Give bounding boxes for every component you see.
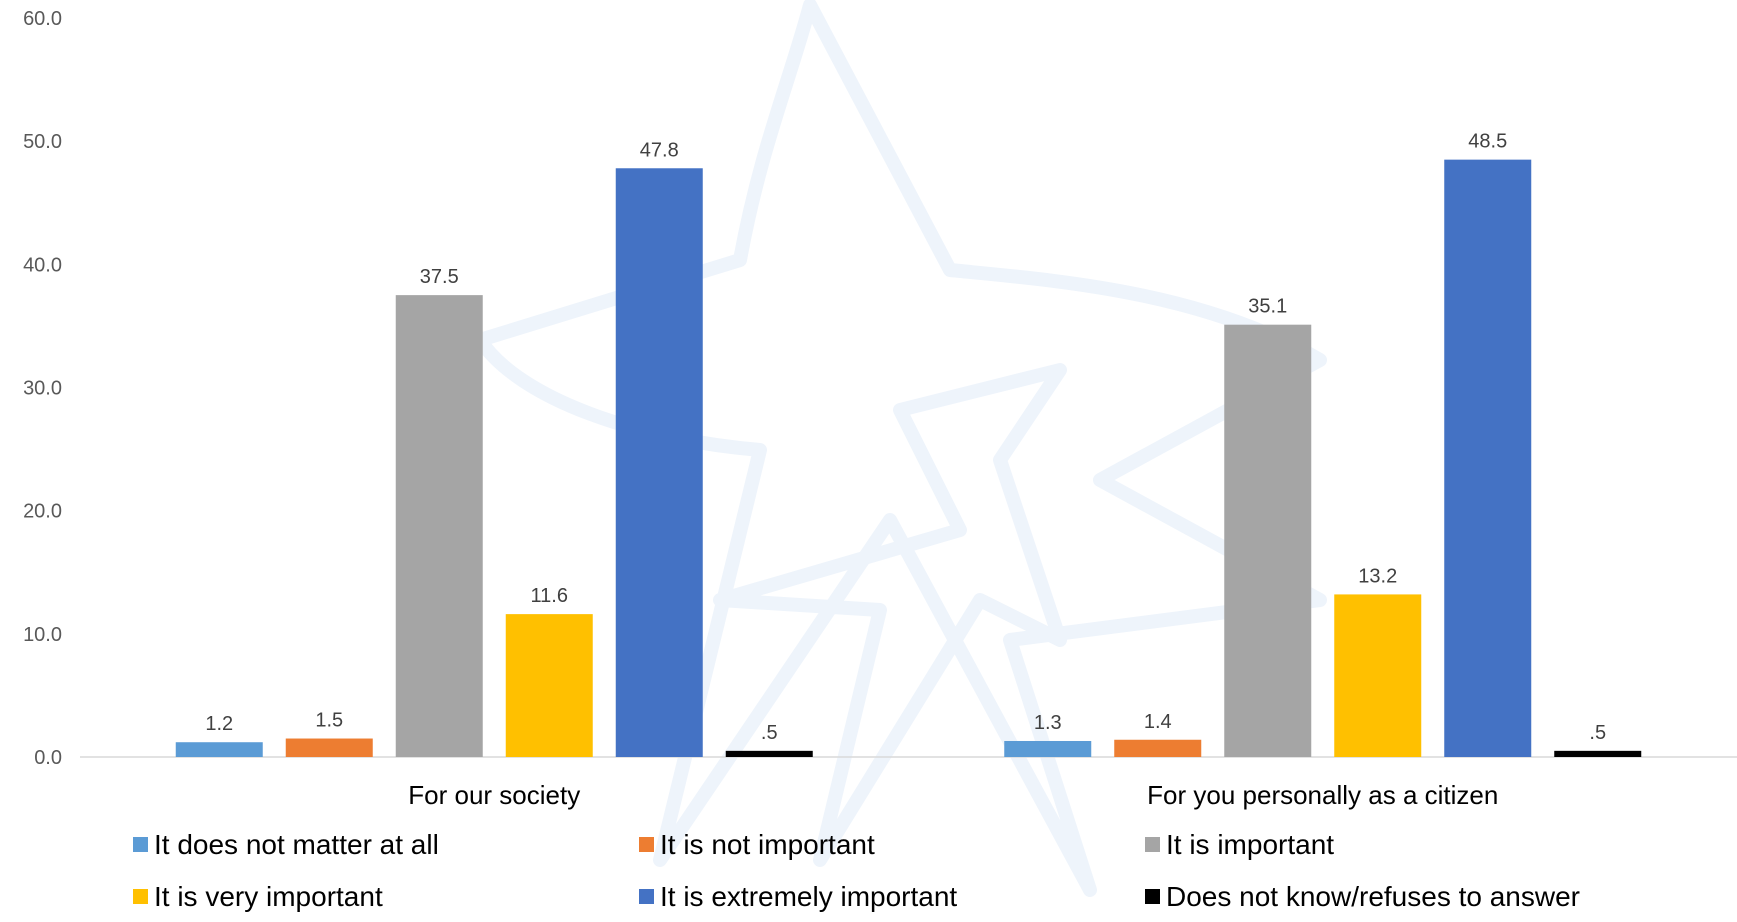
data-label: 13.2 bbox=[1358, 565, 1397, 587]
y-tick-label: 30.0 bbox=[23, 378, 62, 400]
bar bbox=[615, 168, 703, 758]
data-label: .5 bbox=[1589, 722, 1606, 744]
data-label: 1.2 bbox=[205, 713, 233, 735]
legend-item: It is important bbox=[1145, 829, 1334, 860]
data-label: 1.3 bbox=[1034, 712, 1062, 734]
data-label: 1.4 bbox=[1144, 711, 1172, 733]
y-tick-label: 0.0 bbox=[34, 747, 62, 769]
legend-swatch bbox=[133, 837, 148, 852]
legend-item: It is extremely important bbox=[639, 881, 957, 912]
legend-label: It is important bbox=[1166, 829, 1334, 860]
legend: It does not matter at all It is not impor… bbox=[133, 829, 1580, 912]
bar bbox=[1334, 594, 1422, 757]
y-axis: 0.0 10.0 20.0 30.0 40.0 50.0 60.0 bbox=[23, 8, 62, 769]
legend-item: It is not important bbox=[639, 829, 875, 860]
y-tick-label: 50.0 bbox=[23, 131, 62, 153]
legend-item: It does not matter at all bbox=[133, 829, 439, 860]
data-label: 1.5 bbox=[315, 710, 343, 732]
legend-item: It is very important bbox=[133, 881, 383, 912]
bar bbox=[1004, 740, 1092, 757]
legend-swatch bbox=[639, 837, 654, 852]
bar bbox=[725, 750, 813, 757]
legend-label: It is extremely important bbox=[660, 881, 957, 912]
data-label: .5 bbox=[761, 722, 778, 744]
y-tick-label: 20.0 bbox=[23, 501, 62, 523]
bar bbox=[1554, 750, 1642, 757]
bar bbox=[505, 614, 593, 757]
legend-swatch bbox=[639, 889, 654, 904]
bar bbox=[1114, 739, 1202, 757]
y-tick-label: 10.0 bbox=[23, 624, 62, 646]
legend-label: Does not know/refuses to answer bbox=[1166, 881, 1580, 912]
bar bbox=[285, 738, 373, 757]
data-labels: 1.2 1.5 37.5 11.6 47.8 .5 1.3 1.4 35.1 13.2 48.5 .5 bbox=[205, 131, 1606, 744]
legend-swatch bbox=[1145, 889, 1160, 904]
legend-item: Does not know/refuses to answer bbox=[1145, 881, 1580, 912]
bar bbox=[395, 295, 483, 757]
bar bbox=[175, 742, 263, 757]
legend-label: It is very important bbox=[154, 881, 383, 912]
data-label: 37.5 bbox=[420, 266, 459, 288]
data-label: 47.8 bbox=[640, 139, 679, 161]
data-label: 35.1 bbox=[1248, 296, 1287, 318]
legend-swatch bbox=[1145, 837, 1160, 852]
legend-label: It is not important bbox=[660, 829, 875, 860]
legend-swatch bbox=[133, 889, 148, 904]
legend-label: It does not matter at all bbox=[154, 829, 439, 860]
bars bbox=[175, 159, 1642, 758]
bar bbox=[1444, 159, 1532, 757]
data-label: 48.5 bbox=[1468, 131, 1507, 153]
category-labels: For our society For you personally as a c… bbox=[408, 780, 1498, 810]
bar bbox=[1224, 324, 1312, 757]
y-tick-label: 60.0 bbox=[23, 8, 62, 30]
category-label: For you personally as a citizen bbox=[1147, 780, 1498, 810]
y-tick-label: 40.0 bbox=[23, 254, 62, 276]
category-label: For our society bbox=[408, 780, 580, 810]
data-label: 11.6 bbox=[531, 585, 568, 607]
